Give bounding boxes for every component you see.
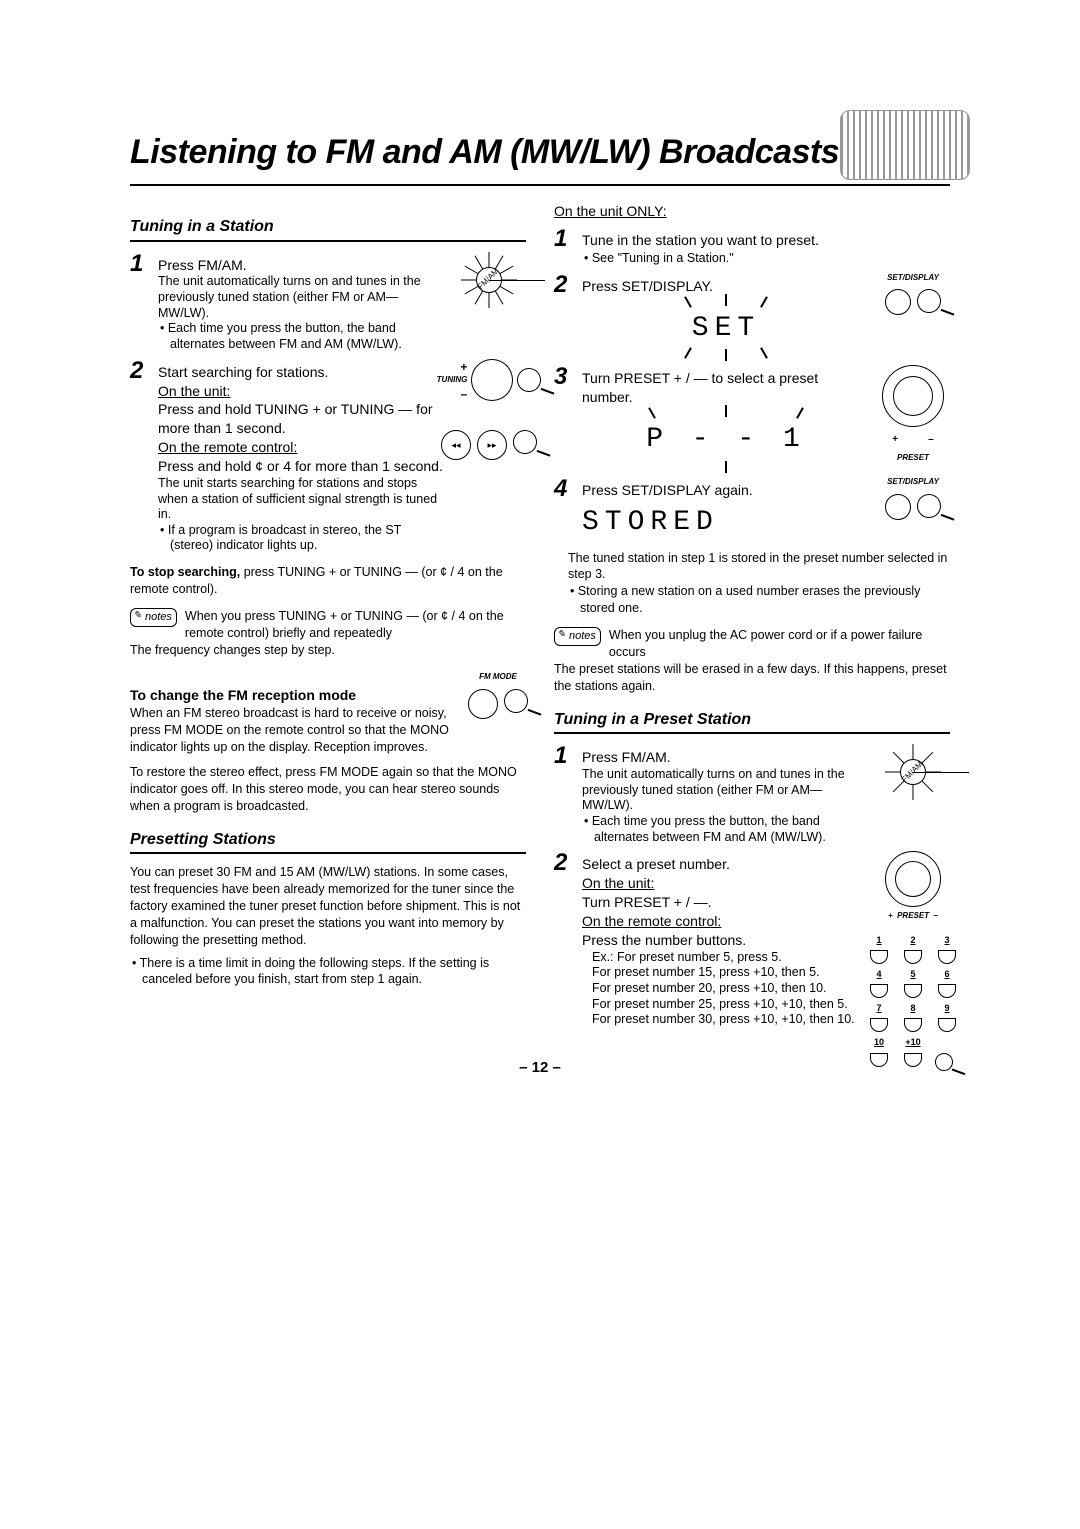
on-unit-only: On the unit ONLY: bbox=[554, 202, 950, 221]
right-step-2: 2 Press SET/DISPLAY. SET SET/DISP bbox=[554, 273, 950, 360]
right-column: On the unit ONLY: 1 Tune in the station … bbox=[554, 202, 950, 1028]
number-pad-graphic: 123 456 789 10+10 bbox=[867, 934, 959, 1071]
note2a: When you unplug the AC power cord or if … bbox=[609, 627, 950, 661]
step-number: 1 bbox=[130, 252, 152, 276]
step-number: 2 bbox=[554, 273, 576, 297]
fmmode-body2: To restore the stereo effect, press FM M… bbox=[130, 764, 526, 815]
r-after: The tuned station in step 1 is stored in… bbox=[568, 550, 950, 584]
tuning-label: TUNING bbox=[437, 375, 468, 386]
preset-step-2: 2 Select a preset number. On the unit: T… bbox=[554, 851, 950, 1028]
preset-p1: You can preset 30 FM and 15 AM (MW/LW) s… bbox=[130, 864, 526, 948]
section-tuning-preset: Tuning in a Preset Station bbox=[554, 709, 950, 735]
step-body: The unit automatically turns on and tune… bbox=[158, 274, 446, 321]
left-step-1: 1 Press FM/AM. The unit automatically tu… bbox=[130, 252, 526, 353]
on-unit-label: On the unit: bbox=[158, 383, 230, 399]
step-bullet: • Each time you press the button, the ba… bbox=[582, 814, 870, 845]
fmam-button-graphic-2: FM/AM bbox=[876, 744, 950, 800]
fmam-button-graphic: FM/AM bbox=[452, 252, 526, 308]
fmmode-head: To change the FM reception mode bbox=[130, 686, 470, 705]
header-graphic bbox=[840, 110, 970, 180]
preset-bullet: • There is a time limit in doing the fol… bbox=[130, 955, 526, 989]
examples: Ex.: For preset number 5, press 5. For p… bbox=[592, 950, 870, 1028]
step-number: 3 bbox=[554, 365, 576, 389]
stop-search-text: To stop searching, To stop searching, pr… bbox=[130, 564, 526, 598]
right-step-1: 1 Tune in the station you want to preset… bbox=[554, 227, 950, 267]
step-bullet: • See "Tuning in a Station." bbox=[582, 250, 950, 267]
prev-button-icon: ◂◂ bbox=[441, 430, 471, 460]
note2b: The preset stations will be erased in a … bbox=[554, 661, 950, 695]
seg-stored: STORED bbox=[582, 504, 870, 542]
preset-label: PRESET bbox=[897, 911, 929, 920]
step-number: 1 bbox=[554, 227, 576, 251]
step-head: Start searching for stations. bbox=[158, 364, 328, 380]
on-remote-body: Press the number buttons. bbox=[582, 932, 746, 948]
fmmode-button-graphic: FM MODE bbox=[470, 672, 526, 719]
preset-step-1: 1 Press FM/AM. The unit automatically tu… bbox=[554, 744, 950, 845]
seg-set: SET bbox=[692, 310, 760, 348]
page-number: – 12 – bbox=[130, 1058, 950, 1078]
fmam-label: FM/AM bbox=[476, 267, 502, 293]
note1-text: When you press TUNING + or TUNING — (or … bbox=[185, 609, 504, 640]
left-column: Tuning in a Station 1 Press FM/AM. The u… bbox=[130, 202, 526, 1028]
right-step-4: 4 Press SET/DISPLAY again. STORED SET/DI… bbox=[554, 477, 950, 544]
fmmode-label: FM MODE bbox=[479, 672, 517, 683]
notes-tag: notes bbox=[554, 627, 601, 646]
step-head: Turn PRESET + / — to select a preset num… bbox=[582, 370, 818, 405]
left-step-2: 2 Start searching for stations. On the u… bbox=[130, 359, 526, 554]
set-display-graphic-2: SET/DISPLAY bbox=[876, 477, 950, 520]
step-head: Select a preset number. bbox=[582, 856, 730, 872]
step-number: 1 bbox=[554, 744, 576, 768]
step-number: 2 bbox=[130, 359, 152, 383]
r-after-bullet: • Storing a new station on a used number… bbox=[568, 583, 950, 617]
on-unit-body: Press and hold TUNING + or TUNING — for … bbox=[158, 401, 433, 436]
step-head: Press SET/DISPLAY. bbox=[582, 278, 713, 294]
setdisplay-label: SET/DISPLAY bbox=[887, 273, 939, 284]
step-head: Tune in the station you want to preset. bbox=[582, 232, 819, 248]
section-presetting: Presetting Stations bbox=[130, 829, 526, 855]
note-1: notes When you press TUNING + or TUNING … bbox=[130, 608, 526, 642]
step-number: 2 bbox=[554, 851, 576, 875]
fm-mode-block: To change the FM reception mode When an … bbox=[130, 672, 526, 756]
page-title: Listening to FM and AM (MW/LW) Broadcast… bbox=[130, 130, 950, 176]
display-set: SET bbox=[678, 296, 774, 360]
step-number: 4 bbox=[554, 477, 576, 501]
fmmode-body: When an FM stereo broadcast is hard to r… bbox=[130, 705, 470, 756]
step-bullet: • Each time you press the button, the ba… bbox=[158, 321, 446, 352]
notes-tag: notes bbox=[130, 608, 177, 627]
right-step-3: 3 Turn PRESET + / — to select a preset n… bbox=[554, 365, 950, 471]
step-bullet: • If a program is broadcast in stereo, t… bbox=[158, 523, 446, 554]
seg-p: P - - 1 bbox=[646, 421, 806, 459]
on-remote-body: Press and hold ¢ or 4 for more than 1 se… bbox=[158, 458, 443, 474]
on-unit-label: On the unit: bbox=[582, 875, 654, 891]
set-display-graphic: SET/DISPLAY bbox=[876, 273, 950, 316]
step-small: The unit starts searching for stations a… bbox=[158, 476, 446, 523]
on-unit-body: Turn PRESET + / —. bbox=[582, 894, 712, 910]
step-head: Press SET/DISPLAY again. bbox=[582, 482, 753, 498]
section-tuning: Tuning in a Station bbox=[130, 216, 526, 242]
preset-controls-graphic: + PRESET – 123 456 789 10+10 bbox=[876, 851, 950, 1070]
step-body: The unit automatically turns on and tune… bbox=[582, 767, 870, 814]
on-remote-label: On the remote control: bbox=[582, 913, 721, 929]
next-button-icon: ▸▸ bbox=[477, 430, 507, 460]
note-2: notes When you unplug the AC power cord … bbox=[554, 627, 950, 661]
display-preset: P - - 1 bbox=[632, 407, 820, 471]
step-head: Press FM/AM. bbox=[582, 749, 671, 765]
on-remote-label: On the remote control: bbox=[158, 439, 297, 455]
setdisplay-label: SET/DISPLAY bbox=[887, 477, 939, 488]
note1b: The frequency changes step by step. bbox=[130, 642, 526, 659]
tuning-buttons-graphic: + TUNING – ◂◂ ▸▸ bbox=[452, 359, 526, 460]
fmam-label: FM/AM bbox=[900, 759, 926, 785]
preset-label: PRESET bbox=[897, 453, 929, 464]
step-head: Press FM/AM. bbox=[158, 257, 247, 273]
preset-dial-graphic: +– PRESET bbox=[876, 365, 950, 463]
title-bar: Listening to FM and AM (MW/LW) Broadcast… bbox=[130, 130, 950, 186]
